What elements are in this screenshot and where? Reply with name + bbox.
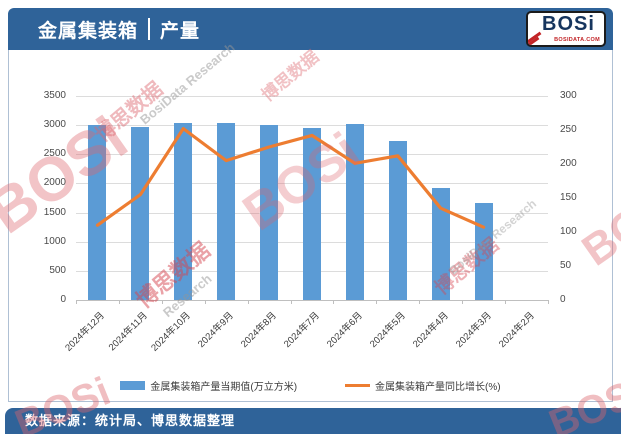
title-category: 金属集装箱 <box>38 20 139 42</box>
right-axis-tick-label: 0 <box>560 294 566 305</box>
chart-panel: 0 500 1000 1500 2000 2500 3000 3500 0 50 100 150 200… <box>8 50 613 402</box>
x-axis-tick <box>333 300 335 304</box>
growth-line-series <box>95 126 486 229</box>
x-axis-tick <box>462 300 464 304</box>
left-axis-tick-label: 0 <box>60 294 66 305</box>
page-title: 金属集装箱 产量 <box>38 16 200 42</box>
bar <box>88 125 107 300</box>
legend-line-label: 金属集装箱产量同比增长(%) <box>375 382 501 393</box>
x-axis-tick <box>548 300 549 304</box>
data-source-text: 数据来源：统计局、博思数据整理 <box>25 413 236 428</box>
bar <box>303 128 321 300</box>
legend-bar-label: 金属集装箱产量当期值(万立方米) <box>150 382 298 393</box>
left-axis-tick-label: 3500 <box>43 90 66 101</box>
bar <box>431 187 450 300</box>
left-axis-tick-label: 1000 <box>43 235 66 247</box>
plot-area: 0 500 1000 1500 2000 2500 3000 3500 0 50 100 150 200… <box>44 90 577 354</box>
bar <box>131 127 150 300</box>
bar-swatch-icon <box>120 381 146 390</box>
x-axis-tick <box>505 300 507 304</box>
left-axis-tick-label: 1500 <box>43 206 66 218</box>
header-bar: 金属集装箱 产量 BOSi BOSIDATA.COM <box>8 8 613 50</box>
title-divider <box>148 18 151 40</box>
x-axis-tick <box>204 300 206 304</box>
left-axis-tick-label: 3000 <box>43 119 66 131</box>
bar <box>217 122 236 300</box>
gridline <box>76 96 548 97</box>
bar <box>474 203 493 300</box>
right-axis-tick-label: 250 <box>560 124 577 135</box>
line-swatch-icon <box>345 384 371 387</box>
right-axis-tick-label: 100 <box>560 226 577 237</box>
x-axis-tick <box>376 300 378 304</box>
bar <box>260 125 279 300</box>
bar <box>345 123 364 300</box>
logo-domain: BOSIDATA.COM <box>554 37 600 43</box>
left-axis-tick-label: 2500 <box>43 148 66 160</box>
x-axis-tick <box>290 300 292 304</box>
legend-item-bar: 金属集装箱产量当期值(万立方米) <box>120 378 297 393</box>
footer-bar: 数据来源：统计局、博思数据整理 <box>5 408 621 434</box>
title-metric: 产量 <box>160 20 201 42</box>
bar <box>388 140 407 300</box>
logo-text: BOSi <box>542 13 595 35</box>
left-axis-tick-label: 2000 <box>43 177 66 189</box>
right-axis-tick-label: 300 <box>560 90 577 101</box>
legend-item-line: 金属集装箱产量同比增长(%) <box>345 378 501 393</box>
x-axis-tick <box>161 300 163 304</box>
x-axis-tick <box>76 300 77 304</box>
gridline <box>76 125 548 127</box>
x-axis-tick <box>247 300 249 304</box>
right-axis-tick-label: 200 <box>560 158 577 169</box>
bar <box>174 122 193 300</box>
bosi-logo: BOSi BOSIDATA.COM <box>526 11 606 47</box>
right-axis-tick-label: 150 <box>560 192 577 203</box>
x-axis-tick <box>118 300 120 304</box>
right-axis-tick-label: 50 <box>560 260 572 271</box>
x-axis-tick <box>419 300 421 304</box>
legend: 金属集装箱产量当期值(万立方米) 金属集装箱产量同比增长(%) <box>9 378 612 393</box>
left-axis-tick-label: 500 <box>49 264 66 276</box>
